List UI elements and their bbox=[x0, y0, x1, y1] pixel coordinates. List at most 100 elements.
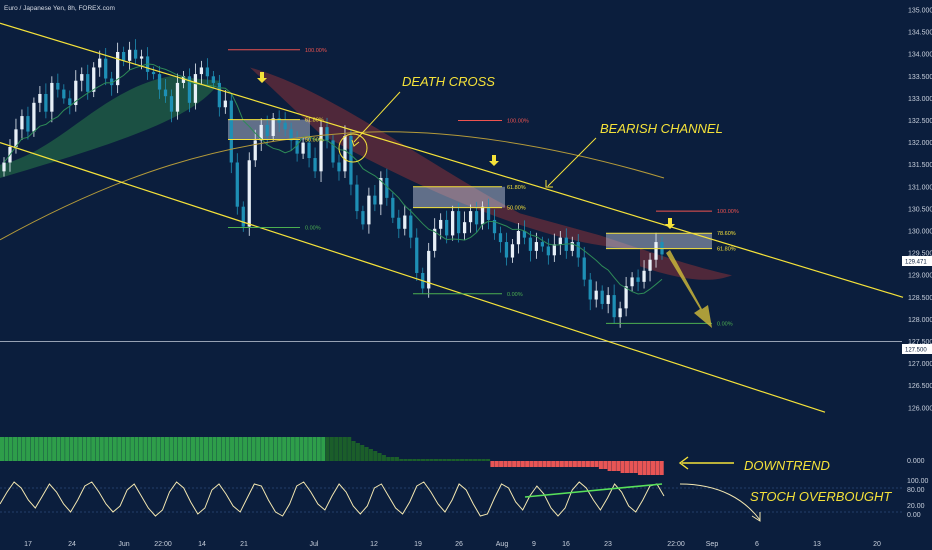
candle-body bbox=[504, 242, 509, 258]
candle-body bbox=[343, 135, 347, 172]
fib-set-3-label: 0.00% bbox=[717, 321, 733, 327]
histogram-bar bbox=[620, 461, 625, 473]
histogram-bar bbox=[477, 459, 482, 461]
histogram-bar bbox=[425, 459, 430, 461]
candle-body bbox=[636, 277, 640, 282]
current-price-tag-bg bbox=[902, 256, 932, 266]
histogram-bar bbox=[633, 461, 638, 473]
price-tick-label: 131.500 bbox=[908, 162, 932, 169]
time-tick-label: 13 bbox=[813, 541, 821, 548]
histogram-bar bbox=[355, 443, 360, 461]
histogram-bar bbox=[325, 437, 330, 461]
candle-body bbox=[313, 158, 317, 172]
histogram-bar bbox=[277, 437, 282, 461]
price-tick-label: 127.000 bbox=[908, 361, 932, 368]
histogram-bar bbox=[169, 437, 174, 461]
histogram-bar bbox=[173, 437, 178, 461]
candle-body bbox=[133, 49, 138, 59]
candle-body bbox=[80, 74, 84, 81]
stoch-level-label: 100.00 bbox=[907, 478, 929, 485]
histogram-bar bbox=[147, 437, 152, 461]
histogram-bar bbox=[442, 459, 447, 461]
candle-body bbox=[50, 82, 54, 112]
trend-histogram: 0.000 bbox=[0, 437, 925, 475]
histogram-bar bbox=[364, 447, 369, 461]
level-price-tag: 127.500 bbox=[902, 344, 932, 354]
histogram-bar bbox=[308, 437, 313, 461]
histogram-bar bbox=[60, 437, 65, 461]
price-tick-label: 129.500 bbox=[908, 251, 932, 258]
stoch-divergence-line bbox=[524, 483, 663, 498]
price-tick-label: 126.000 bbox=[908, 405, 932, 412]
candle-body bbox=[486, 206, 491, 220]
time-tick-label: 19 bbox=[414, 541, 422, 548]
candle-body bbox=[92, 67, 96, 92]
time-tick-label: 14 bbox=[198, 541, 206, 548]
histogram-bar bbox=[598, 461, 603, 469]
candle-body bbox=[552, 244, 556, 256]
histogram-bar bbox=[299, 437, 304, 461]
price-tick-label: 126.500 bbox=[908, 383, 932, 390]
histogram-bar bbox=[290, 437, 295, 461]
histogram-bar bbox=[69, 437, 74, 461]
histogram-bar bbox=[559, 461, 564, 467]
candle-body bbox=[289, 129, 293, 141]
time-tick-label: Sep bbox=[706, 541, 719, 548]
down-arrow-icon bbox=[257, 72, 267, 83]
histogram-bar bbox=[329, 437, 334, 461]
histogram-bar bbox=[177, 437, 182, 461]
candle-body bbox=[385, 177, 389, 198]
fib-set-1-label: 100.00% bbox=[305, 48, 327, 54]
histogram-bar bbox=[555, 461, 560, 467]
histogram-bar bbox=[438, 459, 443, 461]
death-cross-label: DEATH CROSS bbox=[402, 74, 495, 89]
candle-body bbox=[139, 56, 144, 59]
annotation-drawings bbox=[257, 72, 761, 522]
candle-body bbox=[44, 93, 48, 112]
candle-body bbox=[235, 162, 239, 207]
histogram-bar bbox=[99, 437, 104, 461]
histogram-bar bbox=[138, 437, 143, 461]
candlestick-series bbox=[2, 39, 664, 328]
histogram-bar bbox=[143, 437, 148, 461]
histogram-bar bbox=[52, 437, 57, 461]
downtrend-label: DOWNTREND bbox=[744, 458, 830, 473]
moving-averages bbox=[0, 63, 665, 295]
candle-body bbox=[427, 250, 431, 289]
histogram-bar bbox=[30, 437, 35, 461]
histogram-bar bbox=[525, 461, 530, 467]
histogram-bar bbox=[334, 437, 339, 461]
histogram-bar bbox=[95, 437, 100, 461]
candle-body bbox=[510, 244, 515, 258]
histogram-bar bbox=[499, 461, 504, 467]
fib-set-1-zone bbox=[228, 119, 310, 140]
histogram-bar bbox=[251, 437, 256, 461]
price-tick-label: 132.000 bbox=[908, 140, 932, 147]
candle-body bbox=[62, 89, 66, 99]
candle-body bbox=[2, 162, 6, 172]
fib-set-2-label: 100.00% bbox=[507, 119, 529, 125]
cloud-bear-area bbox=[250, 67, 640, 249]
candle-body bbox=[415, 237, 419, 273]
candle-body bbox=[319, 127, 323, 172]
histogram-bar bbox=[121, 437, 126, 461]
histogram-bar bbox=[164, 437, 169, 461]
price-tick-label: 132.500 bbox=[908, 118, 932, 125]
price-tick-label: 135.000 bbox=[908, 8, 932, 15]
candle-body bbox=[56, 82, 60, 90]
histogram-bar bbox=[594, 461, 599, 467]
histogram-bar bbox=[581, 461, 586, 467]
candle-body bbox=[534, 242, 539, 251]
moving-average-short bbox=[3, 63, 663, 295]
histogram-bar bbox=[303, 437, 308, 461]
time-axis: 17 24 Jun 22:00 14 21 Jul 12 19 26 Aug 9 16 23 22:00 Se… bbox=[24, 541, 881, 548]
cloud-bull-area bbox=[0, 76, 220, 178]
candle-body bbox=[445, 219, 449, 236]
candle-body bbox=[498, 233, 503, 243]
histogram-bar bbox=[0, 437, 5, 461]
candle-body bbox=[163, 89, 168, 97]
candle-body bbox=[361, 211, 365, 225]
histogram-bar bbox=[546, 461, 551, 467]
histogram-bar bbox=[225, 437, 230, 461]
